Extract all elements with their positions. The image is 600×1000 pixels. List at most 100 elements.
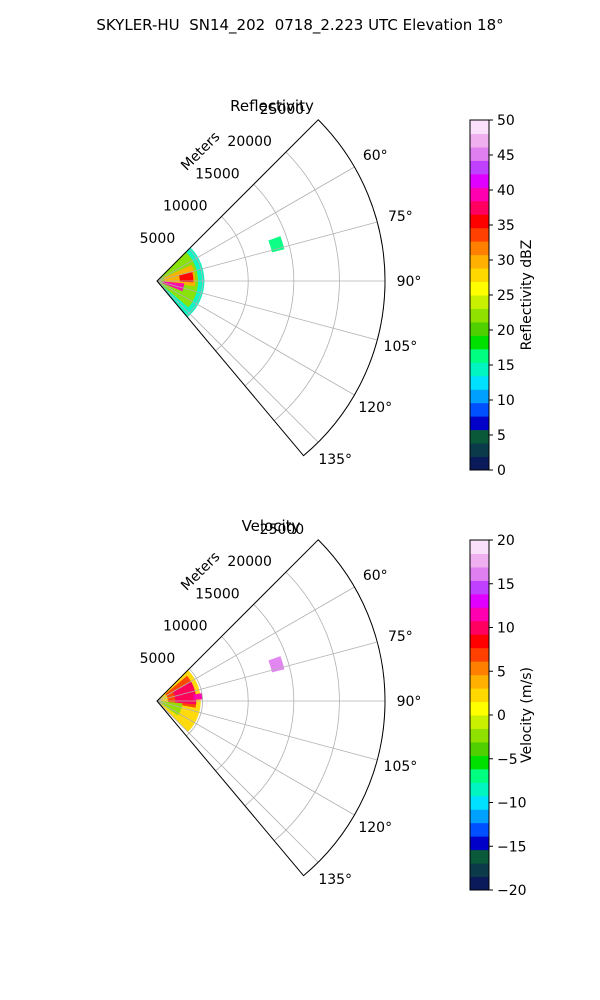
azimuth-spoke-120 bbox=[156, 700, 355, 816]
radial-tick-label-5000: 5000 bbox=[140, 651, 176, 667]
colorbar-swatch-0 bbox=[470, 876, 489, 891]
range-ring-10000 bbox=[215, 636, 249, 772]
colorbar-label: Velocity (m/s) bbox=[519, 667, 535, 763]
colorbar-swatch-9 bbox=[470, 755, 489, 770]
reflectivity-title: Reflectivity bbox=[230, 97, 314, 115]
colorbar-swatch-25 bbox=[470, 540, 489, 554]
radial-tick-label-5000: 5000 bbox=[140, 231, 176, 247]
figure-suptitle: SKYLER-HU SN14_202 0718_2.223 UTC Elevat… bbox=[96, 16, 504, 34]
colorbar-swatch-7 bbox=[470, 362, 489, 377]
range-ring-15000 bbox=[244, 183, 295, 387]
echo-region-2 bbox=[172, 681, 197, 705]
sector-frame bbox=[156, 119, 386, 457]
colorbar-tick-label-3: −5 bbox=[497, 752, 518, 768]
colorbar-tick-label-4: 0 bbox=[497, 708, 506, 724]
colorbar-swatch-21 bbox=[470, 173, 489, 188]
azimuth-spoke-75 bbox=[156, 221, 378, 282]
colorbar-swatch-21 bbox=[470, 593, 489, 608]
colorbar-tick-label-6: 30 bbox=[497, 253, 515, 269]
colorbar-swatch-6 bbox=[470, 795, 489, 810]
colorbar-swatch-10 bbox=[470, 321, 489, 336]
colorbar-swatch-17 bbox=[470, 647, 489, 662]
colorbar-swatch-3 bbox=[470, 416, 489, 431]
colorbar-swatch-25 bbox=[470, 120, 489, 134]
colorbar-swatch-17 bbox=[470, 227, 489, 242]
range-ring-5000 bbox=[186, 248, 203, 317]
colorbar-tick-label-2: 10 bbox=[497, 393, 515, 409]
azimuth-tick-label-105: 105° bbox=[384, 339, 418, 355]
azimuth-spoke-60 bbox=[156, 586, 355, 702]
colorbar-swatch-4 bbox=[470, 402, 489, 417]
colorbar-swatch-23 bbox=[470, 146, 489, 161]
radial-tick-label-20000: 20000 bbox=[227, 554, 272, 570]
range-ring-5000 bbox=[186, 668, 203, 737]
sector-frame bbox=[156, 539, 386, 877]
azimuth-tick-label-90: 90° bbox=[397, 274, 422, 290]
azimuth-spoke-135 bbox=[156, 700, 319, 863]
colorbar-tick-label-4: 20 bbox=[497, 323, 515, 339]
colorbar-tick-label-3: 15 bbox=[497, 358, 515, 374]
colorbar-swatch-1 bbox=[470, 863, 489, 878]
colorbar-swatch-10 bbox=[470, 741, 489, 756]
colorbar-tick-label-10: 50 bbox=[497, 113, 515, 129]
azimuth-spoke-105 bbox=[156, 700, 378, 761]
colorbar-swatch-2 bbox=[470, 429, 489, 444]
colorbar-swatch-14 bbox=[470, 688, 489, 703]
colorbar-swatch-2 bbox=[470, 849, 489, 864]
azimuth-tick-label-135: 135° bbox=[318, 452, 352, 468]
colorbar-swatch-6 bbox=[470, 375, 489, 390]
colorbar-swatch-9 bbox=[470, 335, 489, 350]
colorbar-swatch-14 bbox=[470, 268, 489, 283]
colorbar-swatch-18 bbox=[470, 214, 489, 229]
colorbar-swatch-15 bbox=[470, 254, 489, 269]
colorbar-swatch-8 bbox=[470, 348, 489, 363]
radial-tick-label-25000: 25000 bbox=[260, 522, 305, 538]
colorbar-swatch-24 bbox=[470, 133, 489, 148]
colorbar-swatch-23 bbox=[470, 566, 489, 581]
colorbar-swatch-19 bbox=[470, 620, 489, 635]
colorbar-swatch-12 bbox=[470, 715, 489, 729]
echo-region-3 bbox=[192, 693, 203, 700]
colorbar-label: Reflectivity dBZ bbox=[519, 240, 535, 351]
colorbar-tick-label-8: 20 bbox=[497, 533, 515, 549]
colorbar-swatch-13 bbox=[470, 701, 489, 716]
range-ring-20000 bbox=[273, 151, 340, 422]
range-ring-10000 bbox=[215, 216, 249, 352]
radial-tick-label-25000: 25000 bbox=[260, 102, 305, 118]
colorbar-tick-label-0: 0 bbox=[497, 463, 506, 479]
colorbar-swatch-1 bbox=[470, 443, 489, 458]
range-ring-15000 bbox=[244, 603, 295, 807]
colorbar-swatch-11 bbox=[470, 728, 489, 743]
colorbar-tick-label-5: 5 bbox=[497, 664, 506, 680]
colorbar-swatch-19 bbox=[470, 200, 489, 215]
colorbar-tick-label-1: 5 bbox=[497, 428, 506, 444]
colorbar-swatch-7 bbox=[470, 782, 489, 797]
echo-region-4 bbox=[179, 272, 194, 283]
range-ring-20000 bbox=[273, 571, 340, 842]
colorbar-swatch-3 bbox=[470, 836, 489, 851]
azimuth-tick-label-60: 60° bbox=[363, 148, 388, 164]
velocity-title: Velocity bbox=[241, 517, 301, 535]
colorbar-swatch-4 bbox=[470, 822, 489, 837]
colorbar-tick-label-2: −10 bbox=[497, 796, 527, 812]
colorbar-tick-label-7: 35 bbox=[497, 218, 515, 234]
colorbar-swatch-16 bbox=[470, 241, 489, 256]
colorbar-swatch-15 bbox=[470, 674, 489, 689]
colorbar-swatch-16 bbox=[470, 661, 489, 676]
colorbar-swatch-0 bbox=[470, 456, 489, 471]
echo-region-5 bbox=[268, 656, 285, 673]
azimuth-spoke-120 bbox=[156, 280, 355, 396]
colorbar-swatch-20 bbox=[470, 187, 489, 202]
colorbar-swatch-20 bbox=[470, 607, 489, 622]
azimuth-tick-label-105: 105° bbox=[384, 759, 418, 775]
radial-tick-label-10000: 10000 bbox=[163, 619, 208, 635]
azimuth-spoke-60 bbox=[156, 166, 355, 282]
azimuth-tick-label-75: 75° bbox=[388, 209, 413, 225]
colorbar-swatch-24 bbox=[470, 553, 489, 568]
colorbar-tick-label-6: 10 bbox=[497, 621, 515, 637]
azimuth-spoke-105 bbox=[156, 280, 378, 341]
colorbar-swatch-13 bbox=[470, 281, 489, 296]
azimuth-tick-label-120: 120° bbox=[358, 820, 392, 836]
